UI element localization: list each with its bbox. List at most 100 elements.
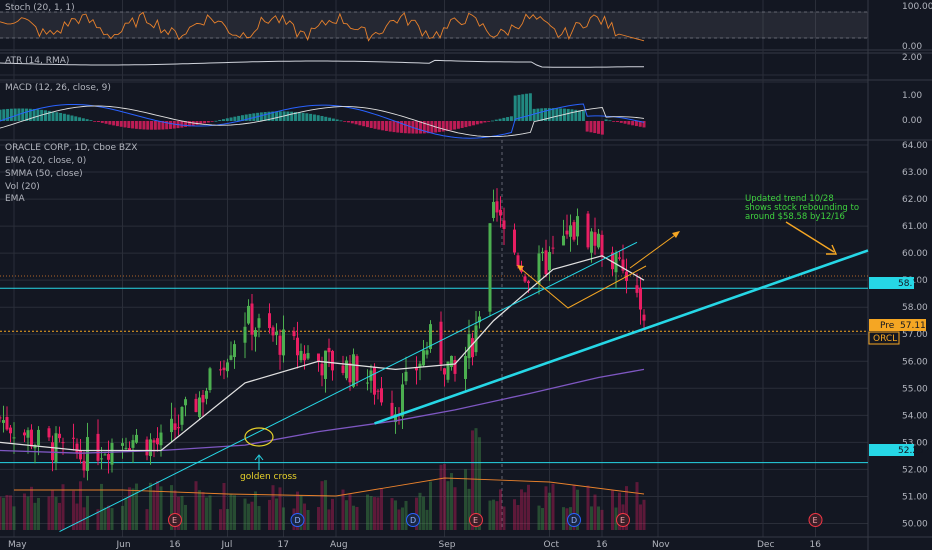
macd-bar — [623, 121, 627, 124]
event-label: E — [172, 516, 177, 525]
candle-body — [488, 223, 492, 312]
volume-bar — [499, 489, 502, 530]
volume-bar — [107, 505, 110, 530]
macd-bar — [354, 121, 358, 125]
note-arrowhead — [826, 244, 838, 255]
price-tick: 50.00 — [902, 519, 928, 529]
macd-bar — [119, 121, 123, 127]
macd-bar — [271, 111, 275, 121]
ema-legend: EMA (20, close, 0) — [5, 156, 86, 166]
candle-body — [61, 442, 65, 444]
candle-body — [331, 350, 334, 371]
candle-body — [131, 440, 135, 448]
candle-body — [159, 432, 163, 446]
macd-line — [0, 103, 645, 139]
macd-bar — [400, 121, 404, 133]
macd-bar — [13, 108, 17, 121]
candle-body — [145, 439, 149, 456]
tag-pre-value: 57.11 — [900, 321, 926, 331]
candle-body — [152, 440, 156, 443]
candle-body — [401, 384, 404, 417]
volume-bar — [611, 490, 614, 530]
candle-body — [296, 337, 299, 356]
volume-bar — [394, 500, 397, 530]
candle-body — [425, 350, 429, 355]
candle-body — [135, 434, 138, 443]
macd-bar — [229, 117, 233, 121]
event-label: D — [410, 516, 416, 525]
candle-body — [443, 368, 446, 375]
volume-bar — [366, 494, 369, 530]
price-tick: 58.00 — [902, 303, 928, 313]
volume-bar — [523, 492, 527, 530]
macd-bar — [21, 108, 25, 121]
atr-pane[interactable]: ATR (14, RMA) 2.00 — [0, 53, 922, 68]
macd-bar — [347, 121, 351, 123]
candle-body — [327, 347, 331, 353]
price-pane[interactable]: golden cross Updated trend 10/28 shows s… — [0, 140, 928, 533]
price-tick: 51.00 — [902, 492, 928, 502]
volume-bar — [397, 509, 401, 530]
date-tick: 16 — [169, 540, 181, 550]
macd-bar — [430, 121, 434, 133]
date-tick: Nov — [652, 540, 670, 550]
volume-bar — [12, 506, 16, 530]
candle-body — [348, 363, 352, 383]
trend-note-line-3: around $58.58 by12/16 — [745, 212, 845, 222]
volume-bar — [614, 507, 618, 530]
macd-bar — [6, 108, 10, 121]
candle-body — [282, 329, 285, 356]
candle-body — [26, 430, 30, 438]
macd-bar — [517, 94, 521, 121]
macd-bar — [456, 121, 460, 129]
volume-bar — [306, 509, 310, 530]
vol-legend: Vol (20) — [5, 182, 40, 192]
volume-bar — [425, 509, 429, 530]
trendline-thin[interactable] — [59, 241, 638, 533]
price-tick: 60.00 — [902, 249, 928, 259]
price-tick: 62.00 — [902, 195, 928, 205]
volume-bar — [170, 485, 173, 530]
candle-body — [250, 303, 254, 335]
volume-bar — [390, 498, 394, 530]
stoch-pane[interactable]: Stoch (20, 1, 1) 100.00 0.00 — [0, 2, 932, 52]
macd-bar — [134, 121, 138, 129]
candle-body — [219, 369, 222, 371]
volume-bar — [257, 506, 261, 530]
candle-body — [100, 458, 103, 460]
macd-pane[interactable]: MACD (12, 26, close, 9) 1.00 0.00 — [0, 83, 922, 139]
volume-bar — [61, 484, 65, 530]
macd-bar — [210, 121, 214, 122]
price-tick: 54.00 — [902, 411, 928, 421]
macd-bar — [240, 115, 244, 121]
candle-body — [72, 437, 75, 439]
candle-body — [478, 316, 481, 323]
macd-bar — [25, 108, 29, 121]
macd-bar — [28, 108, 32, 121]
macd-label: MACD (12, 26, close, 9) — [5, 83, 111, 93]
macd-bar — [604, 119, 608, 121]
volume-bar — [642, 499, 646, 530]
macd-bar — [305, 113, 309, 121]
macd-bar — [275, 111, 279, 121]
macd-bar — [422, 121, 426, 134]
candle-body — [345, 360, 348, 379]
candle-body — [243, 326, 247, 343]
candle-body — [0, 417, 2, 419]
trendline-bold[interactable] — [374, 249, 869, 425]
candle-body — [593, 232, 597, 246]
macd-bar — [214, 120, 218, 122]
macd-bar — [418, 121, 422, 134]
macd-bar — [244, 114, 248, 121]
candle-body — [173, 423, 177, 430]
volume-bar — [208, 495, 212, 530]
candle-body — [541, 251, 544, 254]
volume-bar — [331, 498, 334, 530]
candle-body — [453, 360, 457, 374]
volume-bar — [562, 507, 565, 530]
candle-body — [502, 220, 506, 229]
event-label: D — [571, 516, 577, 525]
earnings-icon — [808, 513, 823, 527]
